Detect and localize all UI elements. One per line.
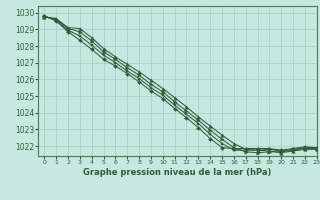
X-axis label: Graphe pression niveau de la mer (hPa): Graphe pression niveau de la mer (hPa) [84,168,272,177]
